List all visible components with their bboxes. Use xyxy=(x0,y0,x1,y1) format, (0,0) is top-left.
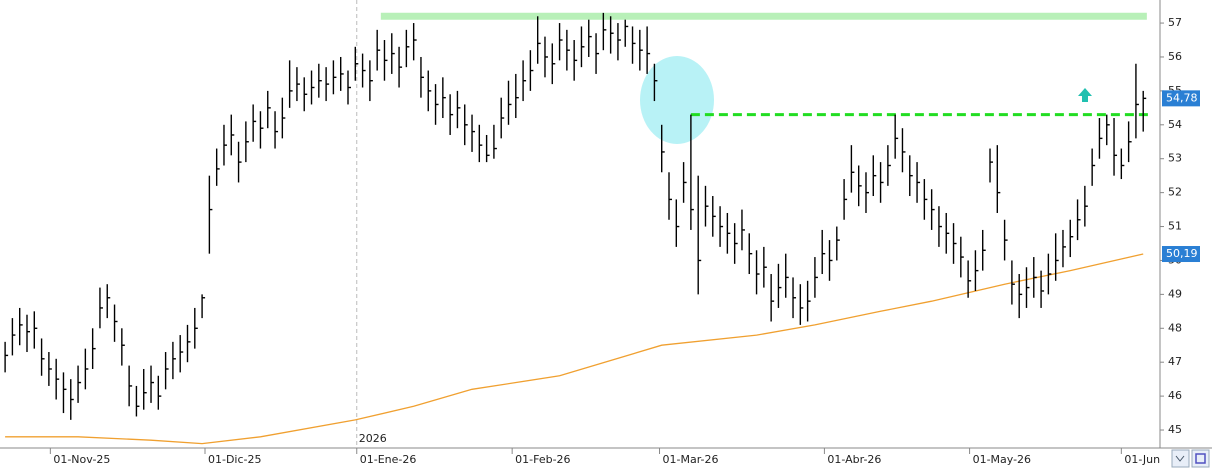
y-tick-label: 46 xyxy=(1168,389,1182,402)
y-tick-label: 52 xyxy=(1168,186,1182,199)
save-icon xyxy=(1195,453,1206,464)
price-label: 54,78 xyxy=(1166,91,1198,104)
y-tick-label: 54 xyxy=(1168,118,1182,131)
x-tick-label: 01-May-26 xyxy=(973,453,1031,466)
y-tick-label: 49 xyxy=(1168,287,1182,300)
x-tick-label: 01-Feb-26 xyxy=(515,453,570,466)
moving-average xyxy=(5,253,1144,445)
y-tick-label: 53 xyxy=(1168,152,1182,165)
highlight-circle xyxy=(640,56,714,144)
y-tick-label: 45 xyxy=(1168,423,1182,436)
x-tick-label: 01-Ene-26 xyxy=(360,453,417,466)
scroll-button[interactable] xyxy=(1171,449,1190,468)
x-tick-label: 01-Nov-25 xyxy=(53,453,110,466)
scroll-icon xyxy=(1175,455,1185,462)
x-tick-label: 01-Dic-25 xyxy=(208,453,262,466)
y-tick-label: 57 xyxy=(1168,16,1182,29)
x-tick-label: 01-Mar-26 xyxy=(663,453,719,466)
x-tick-label: 01-Jun xyxy=(1124,453,1160,466)
year-label: 2026 xyxy=(359,432,387,445)
y-tick-label: 47 xyxy=(1168,355,1182,368)
y-tick-label: 48 xyxy=(1168,321,1182,334)
x-tick-label: 01-Abr-26 xyxy=(827,453,881,466)
save-button[interactable] xyxy=(1191,449,1210,468)
price-label: 50,19 xyxy=(1166,247,1198,260)
up-arrow xyxy=(1078,88,1092,102)
y-tick-label: 51 xyxy=(1168,220,1182,233)
price-label-box xyxy=(1162,90,1200,107)
y-tick-label: 56 xyxy=(1168,50,1182,63)
price-label-box xyxy=(1162,246,1200,263)
